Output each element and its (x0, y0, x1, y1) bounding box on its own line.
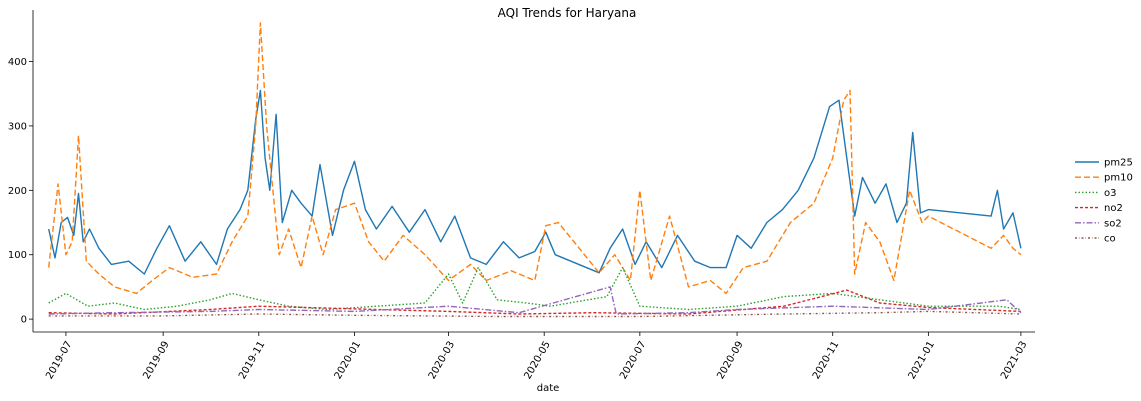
x-tick-label: 2020-07 (618, 340, 648, 382)
legend-label-no2: no2 (1104, 203, 1123, 214)
y-tick-label: 0 (21, 315, 27, 326)
x-tick-label: 2021-03 (999, 340, 1029, 382)
series-line-so2 (48, 286, 1022, 315)
x-axis: 2019-07 2019-09 2019-11 2020-01 2020-03 2020-… (33, 331, 1035, 382)
legend-label-so2: so2 (1104, 218, 1122, 229)
chart-title: AQI Trends for Haryana (498, 6, 637, 20)
legend: pm25 pm10 o3 no2 so2 co (1075, 158, 1133, 245)
y-tick-label: 200 (8, 186, 27, 197)
x-axis-label: date (537, 383, 560, 394)
legend-label-o3: o3 (1104, 188, 1116, 199)
x-tick-label: 2020-11 (811, 340, 841, 382)
series-line-no2 (48, 289, 1021, 315)
x-tick-label: 2020-01 (333, 340, 363, 382)
y-tick-label: 300 (8, 121, 27, 132)
x-tick-label: 2020-09 (715, 340, 745, 382)
x-tick-label: 2019-11 (237, 340, 267, 382)
x-tick-label: 2019-07 (44, 340, 74, 382)
y-axis: 0 100 200 300 400 (8, 10, 34, 332)
x-tick-label: 2020-03 (427, 340, 457, 382)
series-line-pm25 (48, 89, 1022, 275)
x-tick-label: 2020-05 (522, 340, 552, 382)
legend-label-pm25: pm25 (1104, 158, 1133, 169)
x-tick-label: 2019-09 (141, 340, 171, 382)
legend-label-co: co (1104, 234, 1116, 245)
y-tick-label: 400 (8, 57, 27, 68)
series-line-o3 (48, 266, 1022, 311)
x-tick-label: 2021-01 (907, 340, 937, 382)
plot-area (48, 22, 1022, 318)
y-tick-label: 100 (8, 250, 27, 261)
legend-label-pm10: pm10 (1104, 173, 1133, 184)
series-line-pm10 (48, 22, 1022, 295)
